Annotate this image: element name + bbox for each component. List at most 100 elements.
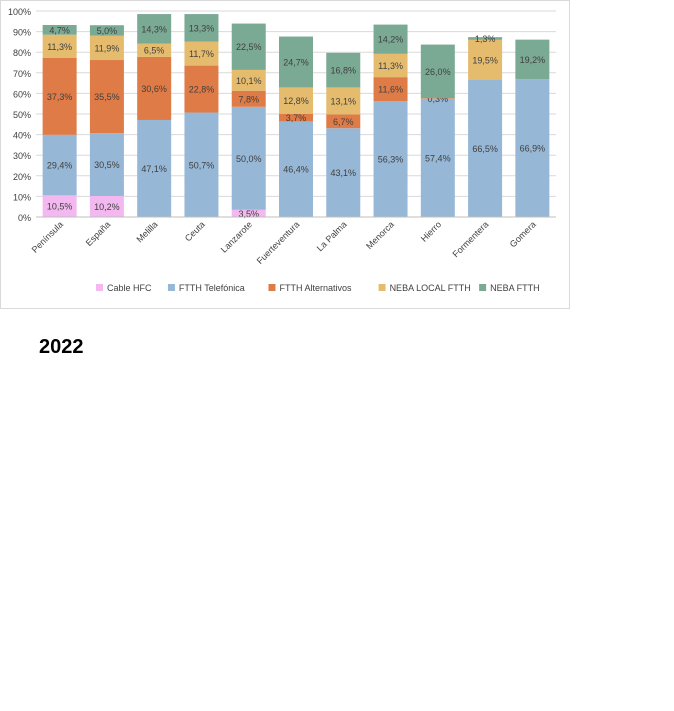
bar-segment [231, 90, 266, 107]
bar-segment [279, 87, 313, 114]
bar-segment [373, 101, 408, 217]
data-label: 22,8% [189, 85, 215, 95]
data-label: 1,3% [475, 34, 496, 44]
bar-segment [184, 65, 219, 113]
y-tick-label: 70% [13, 69, 31, 79]
bar-segment [89, 195, 124, 217]
data-label: 22,5% [236, 42, 262, 52]
y-tick-label: 50% [13, 110, 31, 120]
data-label: 66,5% [472, 144, 498, 154]
bar-segment [373, 77, 408, 102]
x-tick-label: Formentera [451, 219, 491, 259]
bar-segment [184, 14, 219, 42]
bar-segment [468, 39, 503, 81]
y-tick-label: 80% [13, 48, 31, 58]
x-tick-label: Ceuta [183, 219, 207, 243]
x-tick-label: La Palma [315, 219, 349, 253]
y-tick-label: 10% [13, 192, 31, 202]
data-label: 47,1% [141, 164, 167, 174]
data-label: 19,5% [472, 55, 498, 65]
bar-segment [89, 35, 124, 61]
bar-segment [420, 44, 455, 99]
bar-segment [89, 25, 124, 36]
data-label: 57,4% [425, 153, 451, 163]
bar-segment [137, 14, 172, 44]
x-tick-label: Gomera [508, 219, 538, 249]
bar-segment [420, 98, 455, 99]
y-tick-label: 30% [13, 151, 31, 161]
bar-segment [42, 195, 77, 217]
data-label: 16,8% [331, 66, 357, 76]
legend-swatch [96, 284, 103, 291]
bar-segment [326, 128, 361, 217]
legend-swatch [268, 284, 276, 291]
data-label: 46,4% [283, 165, 309, 175]
legend-label: Cable HFC [107, 283, 152, 293]
bar-segment [420, 98, 455, 217]
data-label: 56,3% [378, 155, 404, 165]
bar-segment [231, 106, 266, 210]
bar-segment [279, 121, 313, 217]
bar-segment [137, 56, 172, 120]
bar-segment [515, 39, 550, 80]
chart-2022: 0% 10% 20% 30% 40% 50% 60% 70% 80% 90% 100% 10,5% 10… [8, 7, 556, 293]
data-label: 11,3% [378, 61, 403, 71]
legend-label: NEBA LOCAL FTTH [390, 283, 471, 293]
bar-segment [373, 53, 408, 78]
data-label: 11,9% [94, 43, 119, 53]
data-label: 30,6% [141, 84, 167, 94]
data-label: 37,3% [47, 92, 73, 102]
data-label: 6,5% [144, 46, 165, 56]
bar-segment [279, 36, 313, 88]
bar-segment [468, 37, 503, 40]
bar-segment [279, 113, 313, 122]
data-label: 14,2% [378, 35, 404, 45]
data-label: 5,0% [97, 26, 118, 36]
y-tick-label: 100% [8, 7, 31, 17]
data-label: 3,5% [238, 209, 259, 219]
data-label: 11,6% [378, 85, 403, 95]
bar-segment [326, 52, 361, 88]
bar-segment [231, 23, 266, 70]
bar-segment [42, 134, 77, 196]
x-tick-label: Menorca [364, 219, 396, 251]
x-tick-label: España [84, 219, 113, 248]
legend-label: NEBA FTTH [490, 283, 540, 293]
bar-segment [89, 133, 124, 196]
chart-title-2022: 2022 [39, 336, 84, 358]
bar-segment [184, 41, 219, 66]
bar-segment [137, 119, 172, 217]
data-label: 12,8% [283, 96, 309, 106]
x-tick-label: Lanzarote [219, 219, 254, 254]
bar-segment [231, 69, 266, 91]
data-label: 13,1% [331, 96, 357, 106]
data-label: 10,5% [47, 202, 73, 212]
data-label: 19,2% [520, 55, 546, 65]
bar-segment [373, 24, 408, 54]
bar-segment [231, 209, 266, 217]
data-label: 66,9% [520, 144, 546, 154]
chart-panel-2022: 0% 10% 20% 30% 40% 50% 60% 70% 80% 90% 100% 10,5% 10… [0, 0, 570, 309]
data-label: 13,3% [189, 23, 215, 33]
data-label: 30,5% [94, 160, 120, 170]
data-label: 11,7% [189, 49, 214, 59]
bar-segment [184, 112, 219, 217]
x-tick-label: Hierro [419, 219, 443, 243]
data-label: 10,2% [94, 202, 120, 212]
y-tick-label: 0% [18, 213, 31, 223]
x-tick-label: Fuerteventura [255, 219, 302, 266]
x-tick-label: Melilla [134, 219, 159, 244]
bar-segment [42, 57, 77, 135]
bar-segment [468, 80, 503, 217]
data-label: 4,7% [49, 25, 70, 35]
bar-segment [515, 79, 550, 217]
data-label: 50,7% [189, 160, 215, 170]
bar-segment [89, 60, 124, 134]
bar-segment [326, 114, 361, 129]
legend-swatch [378, 284, 386, 291]
data-label: 0,3% [428, 94, 449, 104]
legend-label: FTTH Alternativos [279, 283, 352, 293]
bar-segment [326, 87, 361, 115]
data-label: 11,3% [47, 42, 72, 52]
data-label: 43,1% [331, 168, 357, 178]
